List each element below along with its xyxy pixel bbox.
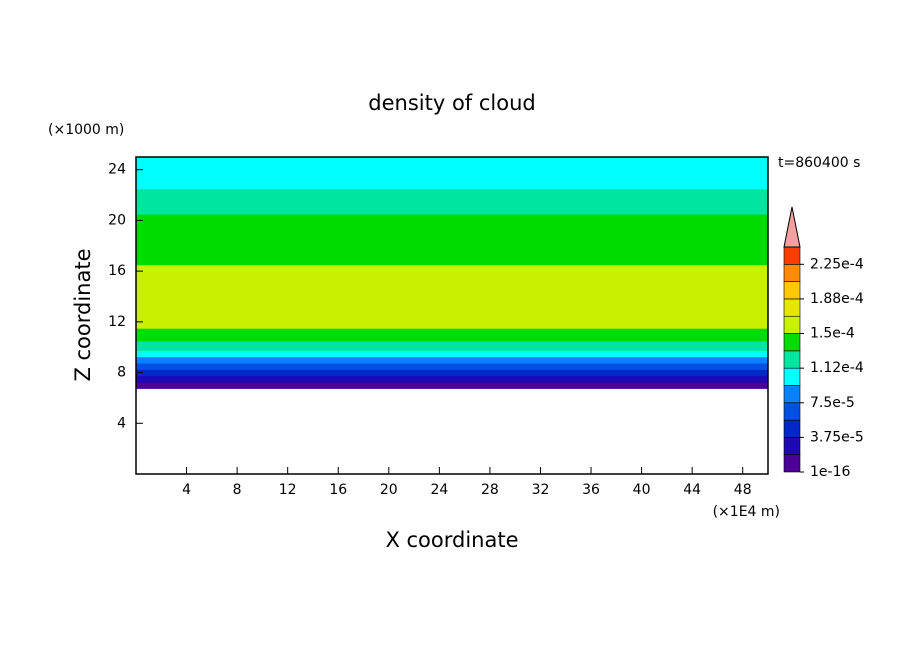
x-tick-label: 16 <box>329 482 347 498</box>
colorbar-tick-label: 1e-16 <box>810 464 850 480</box>
x-tick-label: 20 <box>380 482 398 498</box>
colorbar-box <box>783 350 801 369</box>
plot-frame <box>135 156 769 475</box>
colorbar-tick-label: 1.5e-4 <box>810 326 855 342</box>
y-tick-label: 4 <box>117 415 126 431</box>
colorbar-box <box>783 333 801 352</box>
y-tick-label: 12 <box>108 314 126 330</box>
colorbar-box <box>783 385 801 404</box>
colorbar-box <box>783 246 801 265</box>
colorbar-tick-label: 3.75e-5 <box>810 429 864 445</box>
colorbar-box <box>783 264 801 282</box>
colorbar-tick-label: 2.25e-4 <box>810 256 864 272</box>
contour-band <box>136 188 768 202</box>
x-tick-label: 48 <box>734 482 752 498</box>
x-tick-label: 32 <box>532 482 550 498</box>
contour-field <box>136 157 768 389</box>
contour-band <box>136 382 768 389</box>
contour-band <box>136 350 768 358</box>
colorbar-extension <box>783 206 801 248</box>
contour-band <box>136 340 768 351</box>
contour-band <box>136 290 768 304</box>
x-axis-label: X coordinate <box>385 528 518 552</box>
contour-band <box>136 264 768 278</box>
x-tick-label: 4 <box>182 482 191 498</box>
y-unit: (×1000 m) <box>48 122 124 138</box>
contour-band <box>136 163 768 177</box>
colorbar-box <box>783 454 801 473</box>
time-label: t=860400 s <box>778 155 860 171</box>
contour-band <box>136 239 768 253</box>
contour-band <box>136 328 768 342</box>
x-tick-label: 8 <box>233 482 242 498</box>
colorbar-box <box>783 419 801 438</box>
y-tick-label: 20 <box>108 212 126 228</box>
x-tick-label: 28 <box>481 482 499 498</box>
colorbar-tick-label: 1.12e-4 <box>810 360 864 376</box>
contour-band <box>136 226 768 240</box>
x-tick-label: 12 <box>279 482 297 498</box>
contour-band <box>136 375 768 383</box>
y-axis-label: Z coordinate <box>71 248 95 381</box>
x-tick-label: 44 <box>683 482 701 498</box>
contour-band <box>136 277 768 291</box>
colorbar-box <box>783 437 801 455</box>
contour-band <box>136 369 768 377</box>
y-tick-label: 16 <box>108 263 126 279</box>
contour-band <box>136 302 768 316</box>
colorbar-tick-label: 7.5e-5 <box>810 395 855 411</box>
colorbar-box <box>783 281 801 300</box>
contour-band <box>136 356 768 364</box>
contour-band <box>136 315 768 329</box>
colorbar-tick-label: 1.88e-4 <box>810 291 864 307</box>
x-tick-label: 36 <box>582 482 600 498</box>
colorbar-box <box>783 402 801 421</box>
colorbar-box <box>783 315 801 334</box>
colorbar-box <box>783 298 801 317</box>
contour-band <box>136 201 768 215</box>
x-unit: (×1E4 m) <box>713 504 780 520</box>
contour-band <box>136 214 768 228</box>
contour-band <box>136 252 768 266</box>
x-tick-label: 24 <box>430 482 448 498</box>
y-tick-label: 8 <box>117 365 126 381</box>
contour-band <box>136 363 768 370</box>
x-tick-label: 40 <box>633 482 651 498</box>
colorbar-box <box>783 367 801 386</box>
chart-title: density of cloud <box>368 91 535 115</box>
y-tick-label: 24 <box>108 162 126 178</box>
contour-band <box>136 157 768 164</box>
contour-band <box>136 176 768 190</box>
